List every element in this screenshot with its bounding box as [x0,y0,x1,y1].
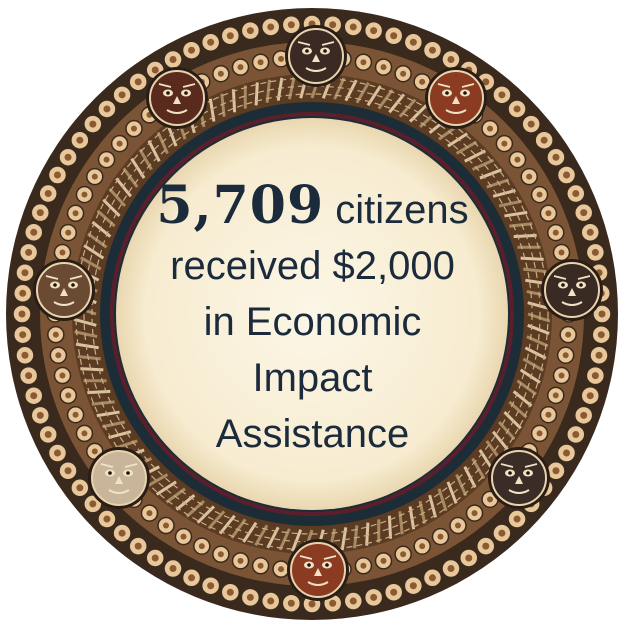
bear-face-icon [33,259,95,321]
cat-face-icon [541,259,603,321]
citizen-count: 5,709 [156,175,325,236]
message-line-5: Assistance [215,412,410,456]
message-line-3: in Economic [203,300,422,344]
lion-face-icon [88,447,150,509]
fox-face-icon [287,539,349,601]
owl-face-icon [425,67,487,129]
message-line-1: 5,709 citizens [156,178,468,238]
wolf-face-icon [488,447,550,509]
message-line-2: received $2,000 [170,244,455,288]
cream-center [116,118,508,510]
geometric-star-icon [285,25,347,87]
maroon-ring [110,112,514,516]
center-message: 5,709 citizens received $2,000 in Econom… [140,170,485,470]
mask-medallions [33,25,603,601]
tribal-face-icon [146,67,208,129]
citizens-word: citizens [324,188,469,232]
message-line-4: Impact [252,356,373,400]
